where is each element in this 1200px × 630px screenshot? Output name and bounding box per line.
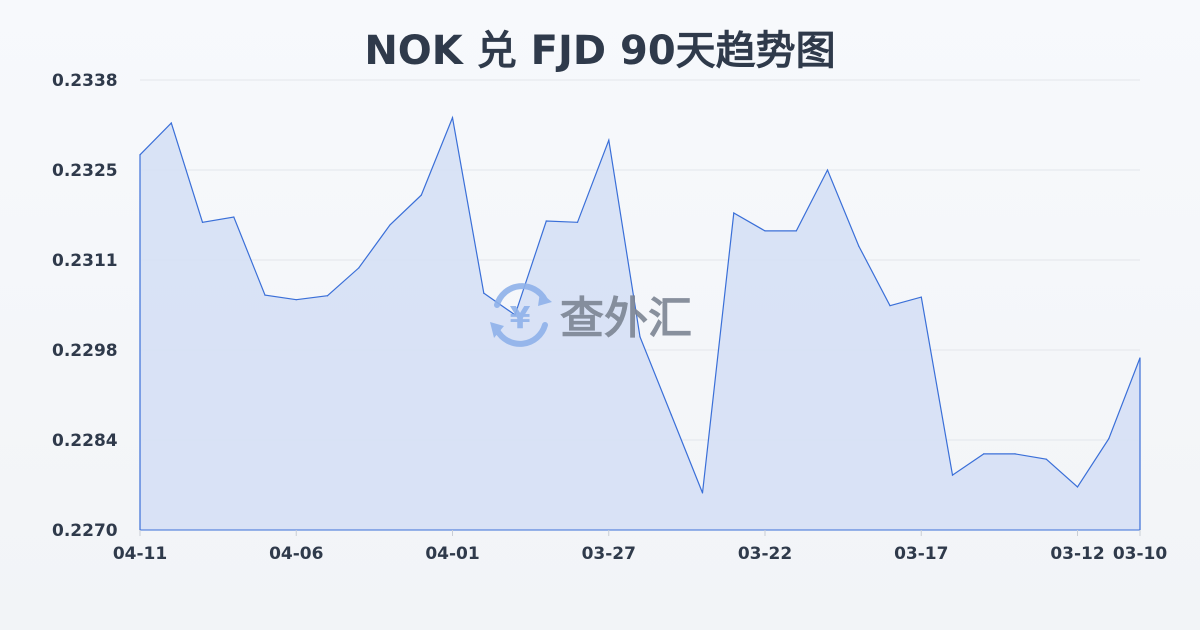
data-point — [858, 245, 860, 247]
data-point — [201, 221, 204, 223]
y-tick-label: 0.2284 — [52, 431, 118, 451]
data-point — [420, 194, 422, 196]
data-point — [1139, 357, 1141, 359]
data-point — [1076, 486, 1079, 488]
y-tick-label: 0.2298 — [52, 341, 118, 361]
chart-title: NOK 兑 FJD 90天趋势图 — [364, 28, 836, 74]
y-tick-label: 0.2338 — [52, 71, 118, 91]
data-point — [701, 492, 704, 494]
watermark-text: 查外汇 — [560, 293, 692, 344]
data-point — [483, 292, 485, 294]
data-point — [295, 299, 297, 301]
data-point — [545, 220, 547, 222]
data-point — [358, 267, 360, 269]
data-point — [889, 305, 891, 307]
data-point — [326, 295, 329, 297]
data-point — [514, 314, 516, 316]
data-point — [826, 169, 829, 171]
data-point — [1014, 453, 1016, 455]
data-point — [576, 221, 579, 223]
x-tick-label: 03-10 — [1113, 544, 1168, 564]
watermark: ¥ 查外汇 — [490, 283, 692, 347]
x-tick-label: 03-22 — [738, 544, 792, 564]
data-point — [983, 453, 985, 455]
y-tick-label: 0.2270 — [52, 521, 118, 541]
data-point — [264, 294, 266, 296]
data-point — [639, 336, 641, 338]
data-point — [951, 474, 954, 476]
x-tick-label: 04-11 — [113, 544, 167, 564]
x-tick-label: 03-12 — [1050, 544, 1104, 564]
data-point — [764, 230, 766, 232]
data-point — [233, 216, 235, 218]
data-point — [170, 122, 172, 124]
data-point — [451, 117, 454, 119]
area-fill — [140, 117, 1140, 530]
x-tick-label: 03-17 — [894, 544, 948, 564]
data-point — [920, 296, 922, 298]
data-point — [1108, 438, 1110, 440]
svg-text:¥: ¥ — [510, 301, 531, 336]
data-point — [1045, 458, 1047, 460]
data-point — [139, 154, 141, 156]
x-tick-label: 03-27 — [582, 544, 636, 564]
x-tick-label: 04-06 — [269, 544, 323, 564]
yen-exchange-icon: ¥ — [490, 283, 552, 347]
data-point — [733, 212, 735, 214]
data-point — [795, 230, 797, 232]
y-tick-label: 0.2311 — [52, 251, 118, 271]
y-tick-label: 0.2325 — [52, 161, 118, 181]
data-point — [608, 139, 610, 141]
x-tick-label: 04-01 — [425, 544, 479, 564]
data-point — [389, 224, 391, 226]
data-point — [670, 414, 672, 416]
